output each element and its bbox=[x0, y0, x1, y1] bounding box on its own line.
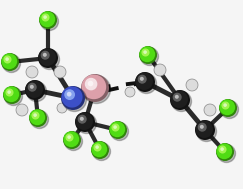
Circle shape bbox=[137, 74, 156, 94]
Circle shape bbox=[40, 50, 60, 70]
Circle shape bbox=[26, 66, 38, 78]
Circle shape bbox=[112, 123, 120, 132]
Circle shape bbox=[77, 114, 96, 133]
Circle shape bbox=[41, 12, 59, 30]
Circle shape bbox=[113, 125, 117, 129]
Circle shape bbox=[195, 120, 213, 138]
Circle shape bbox=[63, 131, 79, 147]
Circle shape bbox=[154, 64, 166, 76]
Circle shape bbox=[67, 135, 71, 139]
Circle shape bbox=[3, 86, 21, 104]
Circle shape bbox=[83, 75, 111, 104]
Circle shape bbox=[221, 101, 230, 110]
Circle shape bbox=[29, 109, 45, 125]
Circle shape bbox=[91, 141, 109, 159]
Circle shape bbox=[63, 131, 81, 149]
Circle shape bbox=[216, 143, 234, 161]
Circle shape bbox=[1, 53, 17, 69]
Circle shape bbox=[54, 66, 66, 78]
Circle shape bbox=[140, 47, 158, 66]
Circle shape bbox=[172, 91, 191, 112]
Circle shape bbox=[204, 104, 216, 116]
Circle shape bbox=[135, 72, 155, 92]
Circle shape bbox=[65, 133, 74, 142]
Circle shape bbox=[43, 53, 47, 57]
Circle shape bbox=[139, 46, 155, 62]
Circle shape bbox=[7, 90, 11, 94]
Circle shape bbox=[125, 87, 135, 97]
Circle shape bbox=[197, 122, 217, 142]
Circle shape bbox=[218, 145, 226, 153]
Circle shape bbox=[33, 113, 37, 117]
Circle shape bbox=[39, 11, 57, 29]
Circle shape bbox=[135, 72, 153, 90]
Circle shape bbox=[138, 75, 147, 84]
Circle shape bbox=[173, 93, 182, 102]
Circle shape bbox=[170, 90, 190, 110]
Circle shape bbox=[57, 103, 67, 113]
Circle shape bbox=[85, 78, 97, 90]
Circle shape bbox=[41, 13, 50, 22]
Circle shape bbox=[31, 112, 40, 119]
Circle shape bbox=[93, 143, 111, 160]
Circle shape bbox=[78, 115, 87, 124]
Circle shape bbox=[3, 55, 11, 64]
Circle shape bbox=[93, 143, 102, 152]
Circle shape bbox=[81, 74, 109, 102]
Circle shape bbox=[219, 99, 235, 115]
Circle shape bbox=[61, 86, 85, 110]
Circle shape bbox=[109, 121, 127, 139]
Circle shape bbox=[91, 141, 107, 157]
Circle shape bbox=[26, 80, 43, 98]
Circle shape bbox=[5, 88, 14, 97]
Circle shape bbox=[39, 11, 55, 27]
Circle shape bbox=[219, 99, 237, 117]
Circle shape bbox=[220, 147, 224, 151]
Circle shape bbox=[220, 101, 238, 119]
Circle shape bbox=[217, 145, 235, 163]
Circle shape bbox=[29, 109, 47, 127]
Circle shape bbox=[61, 87, 83, 108]
Circle shape bbox=[80, 117, 84, 121]
Circle shape bbox=[30, 85, 34, 89]
Circle shape bbox=[5, 57, 9, 61]
Circle shape bbox=[25, 80, 45, 100]
Circle shape bbox=[28, 83, 37, 92]
Circle shape bbox=[2, 54, 20, 73]
Circle shape bbox=[141, 48, 149, 57]
Circle shape bbox=[200, 125, 204, 129]
Circle shape bbox=[88, 81, 93, 86]
Circle shape bbox=[82, 74, 106, 99]
Circle shape bbox=[67, 92, 71, 97]
Circle shape bbox=[1, 53, 19, 71]
Circle shape bbox=[175, 95, 179, 99]
Circle shape bbox=[3, 86, 19, 102]
Circle shape bbox=[75, 112, 95, 132]
Circle shape bbox=[198, 123, 207, 132]
Circle shape bbox=[62, 88, 87, 112]
Circle shape bbox=[111, 122, 129, 140]
Circle shape bbox=[143, 50, 147, 54]
Circle shape bbox=[186, 79, 198, 91]
Circle shape bbox=[75, 112, 93, 130]
Circle shape bbox=[64, 132, 83, 150]
Circle shape bbox=[41, 51, 50, 60]
Circle shape bbox=[5, 88, 23, 105]
Circle shape bbox=[43, 15, 47, 19]
Circle shape bbox=[216, 143, 232, 159]
Circle shape bbox=[195, 120, 215, 140]
Circle shape bbox=[31, 111, 49, 129]
Circle shape bbox=[38, 48, 58, 68]
Circle shape bbox=[38, 48, 56, 66]
Circle shape bbox=[95, 145, 99, 149]
Circle shape bbox=[109, 121, 125, 137]
Circle shape bbox=[26, 81, 46, 101]
Circle shape bbox=[170, 90, 188, 108]
Circle shape bbox=[64, 89, 75, 100]
Circle shape bbox=[16, 104, 28, 116]
Circle shape bbox=[140, 77, 144, 81]
Circle shape bbox=[139, 46, 157, 64]
Circle shape bbox=[223, 103, 227, 107]
